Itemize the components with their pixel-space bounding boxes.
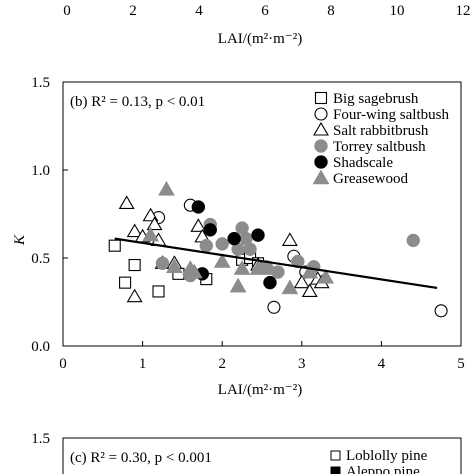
legend-label-torrey-saltbush: Torrey saltbush (333, 139, 426, 155)
panel-c-annotation: (c) R² = 0.30, p < 0.001 (70, 450, 212, 466)
top-panel-x-tick-label: 8 (327, 3, 335, 19)
top-panel-x-tick-label: 4 (195, 3, 203, 19)
panel-b-y-tick-label: 0.0 (31, 339, 50, 355)
top-panel-x-tick-label: 6 (261, 3, 269, 19)
data-point-shadscale (251, 228, 265, 242)
top-panel-x-tick-label: 10 (390, 3, 405, 19)
data-point-greasewood (142, 226, 159, 242)
legend-marker-salt-rabbitbrush (313, 121, 329, 136)
legend-label-shadscale: Shadscale (333, 155, 393, 171)
data-point-torrey-saltbush (406, 233, 420, 248)
data-point-big-sagebrush (152, 285, 165, 298)
data-point-greasewood (166, 258, 183, 274)
data-point-big-sagebrush (108, 239, 121, 252)
data-point-greasewood (281, 279, 299, 295)
data-point-salt-rabbitbrush (301, 283, 318, 297)
data-point-salt-rabbitbrush (293, 274, 310, 289)
panel-b-annotation: (b) R² = 0.13, p < 0.01 (70, 94, 205, 110)
data-point-greasewood (213, 253, 231, 268)
data-point-greasewood (301, 263, 319, 279)
legend-label-four-wing-saltbush: Four-wing saltbush (333, 107, 449, 123)
data-point-four-wing-saltbush (434, 304, 448, 318)
top-panel-x-tick-label: 2 (129, 3, 137, 19)
data-point-salt-rabbitbrush (126, 223, 143, 238)
panel-b-y-axis-label: K (12, 234, 28, 246)
panel-c-y-tick-label: 1.5 (31, 431, 50, 447)
legend-marker-four-wing-saltbush (314, 107, 328, 121)
data-point-shadscale (263, 275, 277, 290)
top-panel-fragment: 0 2 4 6 8 10 12 (63, 3, 470, 19)
data-point-greasewood (249, 260, 267, 275)
data-point-four-wing-saltbush (267, 300, 281, 314)
legend-marker-greasewood (312, 169, 330, 185)
data-point-greasewood (158, 180, 175, 196)
panel-b-x-tick-label: 2 (218, 356, 226, 372)
panel-b-plot-frame (62, 81, 462, 347)
data-point-big-sagebrush (119, 276, 132, 289)
data-point-greasewood (233, 260, 251, 275)
data-point-salt-rabbitbrush (190, 218, 207, 232)
data-point-torrey-saltbush (291, 254, 305, 269)
panel-c-fragment: 1.5 (c) R² = 0.30, p < 0.001 Loblolly pi… (31, 431, 462, 474)
panel-b-x-tick-label: 1 (139, 356, 147, 372)
legend-marker-shadscale (314, 155, 328, 169)
panel-b: (b) R² = 0.13, p < 0.01 K LAI/(m²·m⁻²) 0… (12, 75, 465, 398)
panel-b-ticks: 0 1 2 3 4 5 0.0 0.5 1.0 1.5 (31, 75, 465, 372)
data-point-greasewood (317, 268, 335, 284)
data-point-salt-rabbitbrush (118, 195, 135, 209)
panel-c-legend-label-aleppo: Aleppo pine (346, 464, 420, 474)
data-point-torrey-saltbush (199, 238, 214, 253)
panel-b-x-tick-label: 0 (59, 356, 67, 372)
data-point-torrey-saltbush (215, 237, 229, 251)
panel-b-y-tick-label: 1.5 (31, 75, 50, 91)
data-point-shadscale (227, 231, 241, 246)
data-point-torrey-saltbush (243, 242, 257, 256)
legend-label-greasewood: Greasewood (333, 171, 408, 187)
panel-c-plot-frame (62, 437, 462, 474)
panel-b-x-tick-label: 3 (298, 356, 306, 372)
panel-c-legend-label-loblolly: Loblolly pine (346, 448, 428, 464)
panel-b-x-tick-label: 4 (378, 356, 386, 372)
legend-label-salt-rabbitbrush: Salt rabbitbrush (333, 123, 429, 139)
panel-b-data-points (108, 180, 448, 318)
data-point-salt-rabbitbrush (146, 216, 163, 231)
legend-marker-torrey-saltbush (314, 139, 328, 153)
data-point-big-sagebrush (128, 258, 141, 272)
data-point-salt-rabbitbrush (126, 288, 143, 303)
top-panel-x-tick-label: 12 (456, 3, 471, 19)
data-point-shadscale (191, 200, 206, 214)
data-point-shadscale (203, 223, 218, 237)
panel-c-legend-marker-aleppo (330, 466, 341, 474)
legend-label-big-sagebrush: Big sagebrush (333, 91, 419, 107)
panel-b-y-tick-label: 0.5 (31, 251, 50, 267)
data-point-salt-rabbitbrush (281, 232, 298, 246)
panel-b-x-tick-label: 5 (457, 356, 465, 372)
legend-marker-big-sagebrush (314, 91, 328, 105)
data-point-greasewood (261, 260, 279, 275)
regression-line (114, 237, 438, 290)
panel-c-legend-marker-loblolly (330, 450, 341, 461)
panel-b-x-axis-label: LAI/(m²·m⁻²) (218, 382, 302, 398)
data-point-greasewood (185, 263, 203, 279)
top-panel-x-tick-label: 0 (63, 3, 71, 19)
data-point-greasewood (229, 277, 247, 293)
top-panel-x-axis-label: LAI/(m²·m⁻²) (218, 31, 302, 47)
data-point-torrey-saltbush (155, 256, 170, 271)
panel-b-y-tick-label: 1.0 (31, 163, 50, 179)
